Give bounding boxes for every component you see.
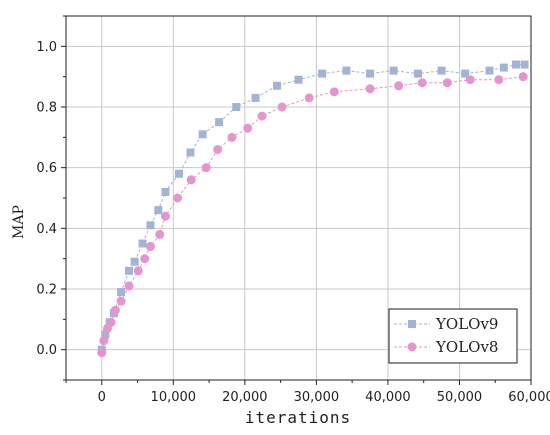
grid-lines [66, 16, 532, 380]
data-point [124, 266, 133, 275]
data-point [365, 84, 375, 94]
data-point [520, 60, 529, 69]
data-point [437, 66, 446, 75]
data-point [485, 66, 494, 75]
data-point [304, 93, 314, 103]
data-point [294, 75, 303, 84]
data-point [110, 305, 120, 315]
data-point [124, 281, 134, 291]
data-point [106, 317, 116, 327]
data-point [154, 206, 163, 215]
data-point [215, 118, 224, 127]
data-point [511, 60, 520, 69]
y-tick-label: 0.4 [36, 222, 57, 237]
y-tick-label: 1.0 [36, 40, 57, 55]
legend-label: YOLOv8 [435, 338, 498, 356]
y-axis-title: MAP [11, 205, 27, 239]
data-point [97, 348, 107, 358]
data-point [198, 130, 207, 139]
series-yolov8 [97, 72, 528, 358]
y-tick-label: 0.8 [36, 101, 57, 116]
data-point [442, 78, 452, 88]
data-point [161, 187, 170, 196]
data-point [389, 66, 398, 75]
x-tick-label: 40,000 [365, 390, 411, 405]
data-point [138, 239, 147, 248]
x-axis-title: iterations [245, 408, 351, 427]
data-point [146, 221, 155, 230]
data-point [201, 163, 211, 173]
data-point [155, 229, 165, 239]
data-point [251, 93, 260, 102]
x-tick-label: 0 [98, 390, 106, 405]
data-point [186, 175, 196, 185]
data-point [145, 242, 155, 252]
data-point [232, 103, 241, 111]
data-point [277, 102, 287, 112]
data-point [394, 81, 404, 91]
x-tick-label: 20,000 [222, 390, 268, 405]
data-point [133, 266, 143, 276]
data-point [342, 66, 351, 75]
data-point [329, 87, 339, 97]
data-point [130, 257, 139, 266]
x-tick-label: 60,000 [508, 390, 550, 405]
data-point [417, 78, 427, 88]
data-point [117, 288, 126, 297]
x-tick-label: 50,000 [437, 390, 483, 405]
data-point [175, 169, 184, 178]
legend-marker [408, 320, 416, 328]
data-point [160, 211, 170, 221]
x-tick-label: 30,000 [294, 390, 340, 405]
data-point [518, 72, 528, 82]
legend-label: YOLOv9 [435, 315, 498, 333]
data-point [273, 81, 282, 90]
data-point [366, 69, 375, 78]
data-point [413, 69, 422, 78]
data-point [318, 69, 327, 78]
x-tick-label: 10,000 [151, 390, 197, 405]
data-point [461, 69, 470, 78]
data-point [494, 75, 504, 85]
data-point [173, 193, 183, 203]
series-line [101, 64, 525, 350]
data-point [465, 75, 475, 85]
series-layer [97, 60, 529, 358]
legend-box [388, 308, 518, 364]
data-point [227, 132, 237, 142]
data-point [186, 148, 195, 157]
data-point [101, 330, 110, 339]
data-point [116, 296, 126, 306]
data-point [99, 336, 109, 346]
data-point [213, 144, 223, 154]
data-point [499, 63, 508, 72]
data-point [243, 123, 253, 133]
y-tick-label: 0.0 [36, 343, 57, 358]
legend: YOLOv9 YOLOv8 [388, 308, 518, 364]
data-point [257, 111, 267, 121]
legend-marker [407, 342, 417, 352]
y-tick-label: 0.6 [36, 161, 57, 176]
tick-layer: 0 10,000 20,000 30,000 40,000 50,000 60,000 0.0… [36, 15, 550, 405]
data-point [140, 254, 150, 264]
y-tick-label: 0.2 [36, 283, 57, 298]
